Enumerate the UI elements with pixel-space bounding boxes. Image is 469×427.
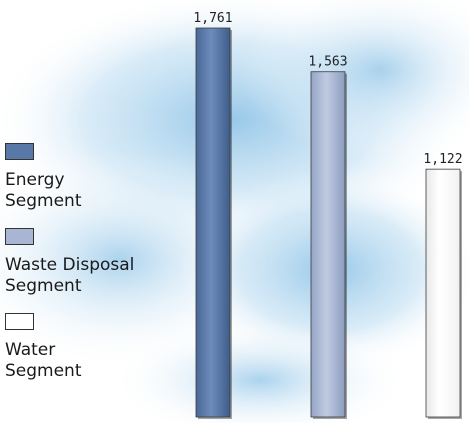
legend-item-waste-disposal: Waste Disposal Segment [5,228,170,297]
legend-swatch-energy [5,143,34,160]
legend-label-water: Water Segment [5,340,82,381]
value-labels: 1,761 1,563 1,122 [193,11,462,167]
legend-item-water: Water Segment [5,313,170,382]
bar-energy [195,27,231,418]
legend-swatch-waste-disposal [5,228,34,245]
legend-item-energy: Energy Segment [5,143,170,212]
legend: Energy Segment Waste Disposal Segment Wa… [5,143,170,398]
bar-water [425,168,461,418]
bar-series [195,27,462,420]
value-label-waste-disposal: 1,563 [308,55,347,70]
legend-swatch-water [5,313,34,330]
bar-waste-disposal [310,71,346,418]
value-label-energy: 1,761 [193,11,232,26]
value-label-water: 1,122 [423,152,462,167]
legend-label-waste-disposal: Waste Disposal Segment [5,255,135,296]
legend-label-energy: Energy Segment [5,170,82,211]
